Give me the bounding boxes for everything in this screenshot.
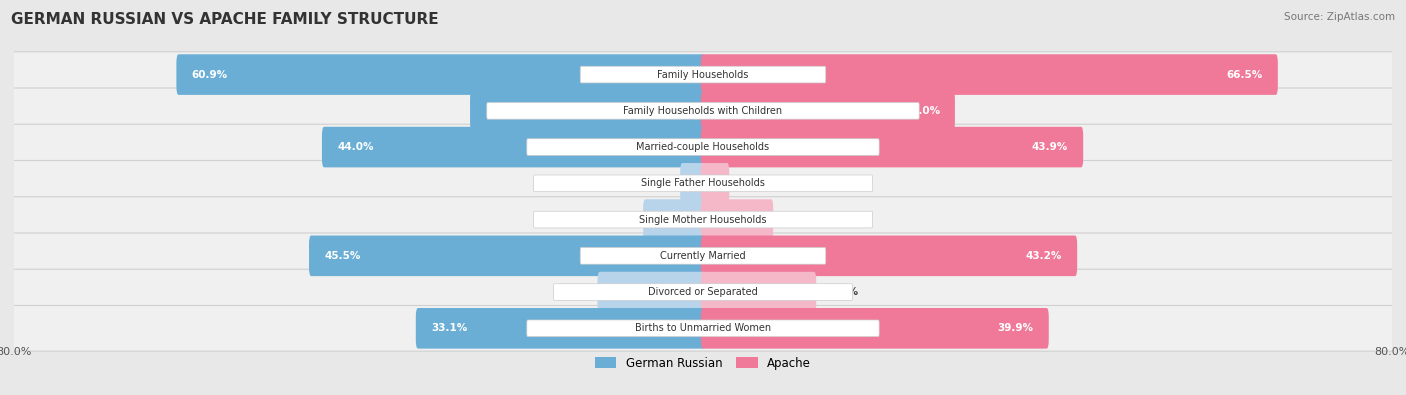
Text: 2.8%: 2.8% bbox=[735, 178, 765, 188]
Text: 2.4%: 2.4% bbox=[644, 178, 673, 188]
Text: 43.2%: 43.2% bbox=[1026, 251, 1062, 261]
FancyBboxPatch shape bbox=[581, 248, 825, 264]
Text: 80.0%: 80.0% bbox=[1374, 347, 1406, 357]
Text: Married-couple Households: Married-couple Households bbox=[637, 142, 769, 152]
FancyBboxPatch shape bbox=[486, 102, 920, 119]
Text: 33.1%: 33.1% bbox=[430, 324, 467, 333]
FancyBboxPatch shape bbox=[13, 160, 1393, 206]
FancyBboxPatch shape bbox=[13, 233, 1393, 278]
Text: 80.0%: 80.0% bbox=[0, 347, 32, 357]
Text: 39.9%: 39.9% bbox=[998, 324, 1033, 333]
FancyBboxPatch shape bbox=[700, 308, 1049, 349]
Text: 43.9%: 43.9% bbox=[1032, 142, 1069, 152]
FancyBboxPatch shape bbox=[13, 124, 1393, 170]
Text: 60.9%: 60.9% bbox=[191, 70, 228, 79]
FancyBboxPatch shape bbox=[13, 305, 1393, 351]
Text: Single Father Households: Single Father Households bbox=[641, 178, 765, 188]
Text: Single Mother Households: Single Mother Households bbox=[640, 214, 766, 225]
FancyBboxPatch shape bbox=[13, 197, 1393, 243]
FancyBboxPatch shape bbox=[700, 127, 1083, 167]
Text: Births to Unmarried Women: Births to Unmarried Women bbox=[636, 324, 770, 333]
FancyBboxPatch shape bbox=[527, 320, 879, 337]
Text: 26.8%: 26.8% bbox=[485, 106, 522, 116]
FancyBboxPatch shape bbox=[13, 269, 1393, 315]
FancyBboxPatch shape bbox=[176, 54, 706, 95]
Text: 6.7%: 6.7% bbox=[607, 214, 637, 225]
FancyBboxPatch shape bbox=[700, 90, 955, 131]
Text: GERMAN RUSSIAN VS APACHE FAMILY STRUCTURE: GERMAN RUSSIAN VS APACHE FAMILY STRUCTUR… bbox=[11, 12, 439, 27]
FancyBboxPatch shape bbox=[533, 211, 873, 228]
FancyBboxPatch shape bbox=[700, 272, 817, 312]
FancyBboxPatch shape bbox=[581, 66, 825, 83]
FancyBboxPatch shape bbox=[700, 163, 730, 204]
Text: 29.0%: 29.0% bbox=[904, 106, 939, 116]
FancyBboxPatch shape bbox=[309, 235, 706, 276]
FancyBboxPatch shape bbox=[322, 127, 706, 167]
Text: Family Households with Children: Family Households with Children bbox=[623, 106, 783, 116]
Text: Divorced or Separated: Divorced or Separated bbox=[648, 287, 758, 297]
FancyBboxPatch shape bbox=[700, 54, 1278, 95]
FancyBboxPatch shape bbox=[13, 88, 1393, 134]
FancyBboxPatch shape bbox=[554, 284, 852, 301]
FancyBboxPatch shape bbox=[598, 272, 706, 312]
FancyBboxPatch shape bbox=[533, 175, 873, 192]
FancyBboxPatch shape bbox=[681, 163, 706, 204]
Text: Source: ZipAtlas.com: Source: ZipAtlas.com bbox=[1284, 12, 1395, 22]
FancyBboxPatch shape bbox=[13, 52, 1393, 98]
Legend: German Russian, Apache: German Russian, Apache bbox=[591, 352, 815, 374]
Text: Family Households: Family Households bbox=[658, 70, 748, 79]
FancyBboxPatch shape bbox=[700, 235, 1077, 276]
FancyBboxPatch shape bbox=[700, 199, 773, 240]
Text: 12.0%: 12.0% bbox=[555, 287, 591, 297]
Text: 45.5%: 45.5% bbox=[323, 251, 360, 261]
Text: 12.9%: 12.9% bbox=[823, 287, 859, 297]
FancyBboxPatch shape bbox=[416, 308, 706, 349]
Text: 66.5%: 66.5% bbox=[1226, 70, 1263, 79]
FancyBboxPatch shape bbox=[470, 90, 706, 131]
FancyBboxPatch shape bbox=[643, 199, 706, 240]
Text: 44.0%: 44.0% bbox=[337, 142, 374, 152]
FancyBboxPatch shape bbox=[527, 139, 879, 155]
Text: Currently Married: Currently Married bbox=[661, 251, 745, 261]
Text: 7.9%: 7.9% bbox=[780, 214, 808, 225]
